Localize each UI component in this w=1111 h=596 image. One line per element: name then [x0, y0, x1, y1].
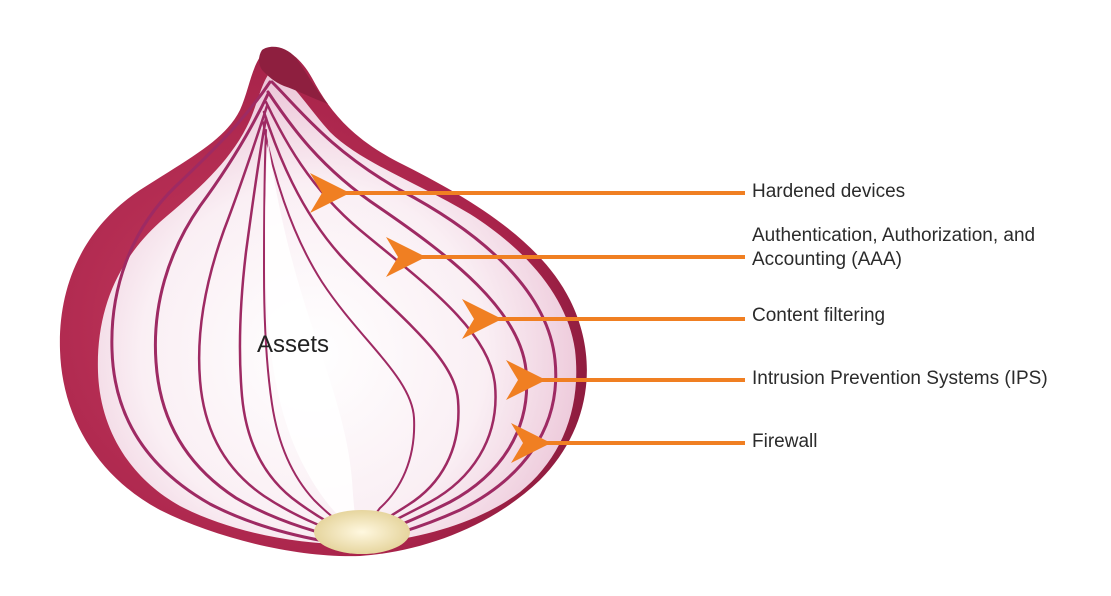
- layer-label-aaa-line2: Accounting (AAA): [752, 249, 902, 270]
- layer-label-aaa-line1: Authentication, Authorization, and: [752, 225, 1036, 246]
- layer-label-ips: Intrusion Prevention Systems (IPS): [752, 368, 1048, 389]
- onion-rings: [110, 80, 558, 546]
- onion-stem: [259, 46, 328, 104]
- layer-label-hardened-devices: Hardened devices: [752, 181, 906, 202]
- assets-label: Assets: [257, 331, 330, 358]
- layer-label-firewall: Firewall: [752, 431, 818, 452]
- layer-label-aaa: Authentication, Authorization, and Accou…: [752, 224, 1035, 272]
- onion-core: [265, 140, 358, 532]
- layer-arrows: [310, 173, 745, 463]
- onion-root: [314, 510, 410, 554]
- layer-label-content-filtering: Content filtering: [752, 305, 886, 326]
